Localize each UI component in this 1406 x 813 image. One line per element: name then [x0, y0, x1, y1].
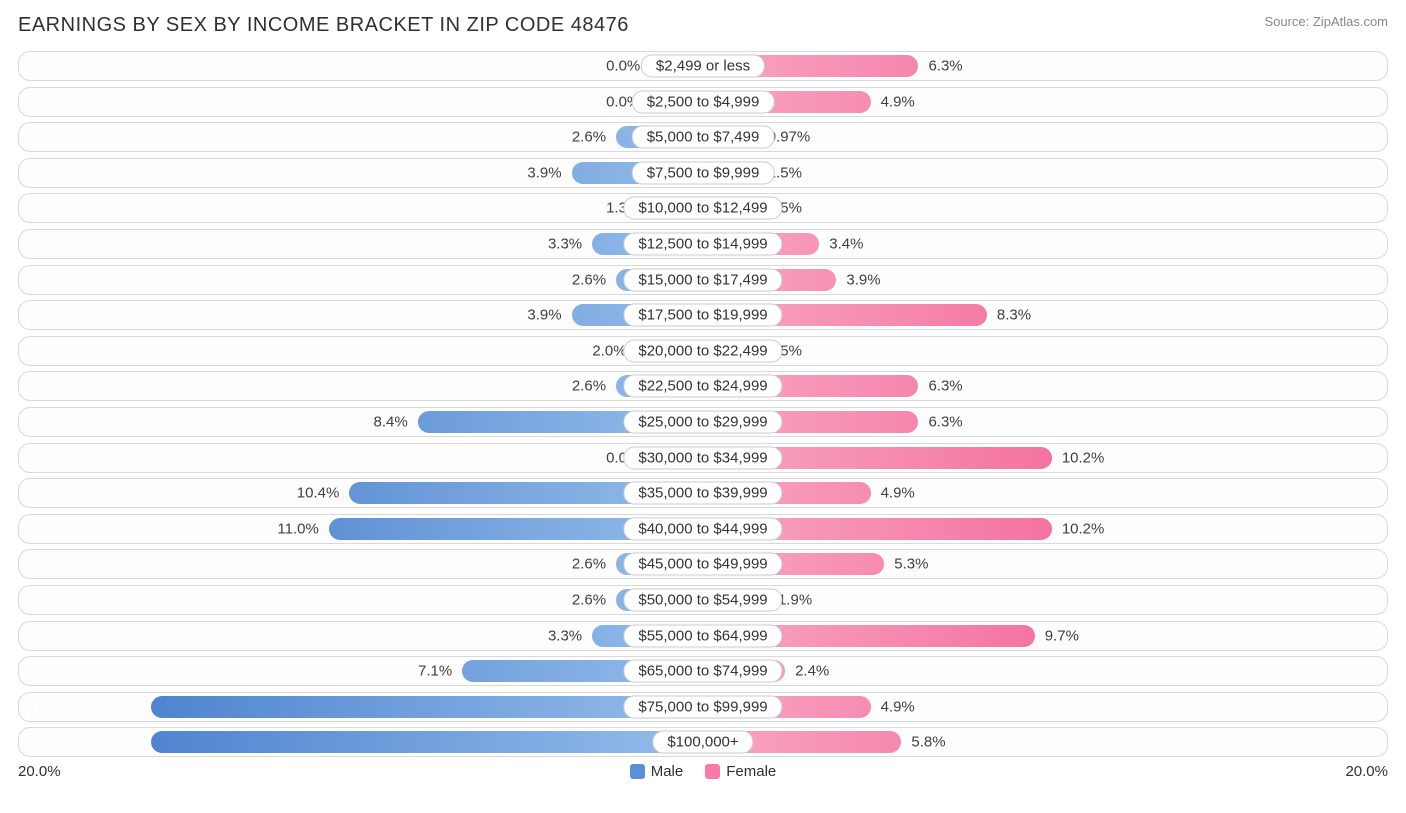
bar-row: 2.6% 6.3% $22,500 to $24,999 [18, 371, 1388, 401]
male-pct: 10.4% [297, 485, 340, 502]
bracket-label: $17,500 to $19,999 [623, 304, 782, 327]
female-pct: 10.2% [1062, 520, 1105, 537]
axis-max-right: 20.0% [1345, 763, 1388, 780]
legend: Male Female [630, 763, 777, 780]
male-pct: 3.9% [527, 307, 561, 324]
female-pct: 2.4% [795, 663, 829, 680]
bar-row: 0.0%4.9%$2,500 to $4,999 [18, 87, 1388, 117]
bar-row: 10.4% 4.9% $35,000 to $39,999 [18, 478, 1388, 508]
bracket-label: $10,000 to $12,499 [623, 197, 782, 220]
male-pct: 3.3% [548, 235, 582, 252]
bracket-label: $65,000 to $74,999 [623, 660, 782, 683]
female-pct: 5.8% [911, 734, 945, 751]
male-pct: 2.6% [572, 378, 606, 395]
bar-row: 2.6% 1.9%$50,000 to $54,999 [18, 585, 1388, 615]
bar-row: 16.2% 5.8% $100,000+ [18, 727, 1388, 757]
male-pct: 7.1% [418, 663, 452, 680]
bar-row: 7.1% 2.4% $65,000 to $74,999 [18, 656, 1388, 686]
bar-row: 0.0% 6.3% $2,499 or less [18, 51, 1388, 81]
female-pct: 9.7% [1045, 627, 1079, 644]
female-pct: 3.4% [829, 235, 863, 252]
legend-swatch-male [630, 764, 645, 779]
male-pct: 16.2% [33, 698, 76, 715]
legend-item-male: Male [630, 763, 684, 780]
bar-row: 16.2% 4.9% $75,000 to $99,999 [18, 692, 1388, 722]
male-pct: 2.6% [572, 591, 606, 608]
bracket-label: $15,000 to $17,499 [623, 268, 782, 291]
bar-row: 2.6% 5.3% $45,000 to $49,999 [18, 549, 1388, 579]
female-pct: 10.2% [1062, 449, 1105, 466]
male-bar [151, 696, 705, 718]
bracket-label: $45,000 to $49,999 [623, 553, 782, 576]
legend-label-male: Male [651, 763, 684, 780]
diverging-bar-chart: 0.0% 6.3% $2,499 or less0.0% 4.9% $2,500 to … [18, 51, 1388, 757]
chart-header: EARNINGS BY SEX BY INCOME BRACKET IN ZIP… [18, 14, 1388, 37]
bracket-label: $20,000 to $22,499 [623, 339, 782, 362]
bar-row: 3.9% 8.3% $17,500 to $19,999 [18, 300, 1388, 330]
female-pct: 4.9% [881, 698, 915, 715]
legend-item-female: Female [705, 763, 776, 780]
bar-row: 1.3%1.5%$10,000 to $12,499 [18, 193, 1388, 223]
male-pct: 3.9% [527, 164, 561, 181]
female-pct: 3.9% [846, 271, 880, 288]
bracket-label: $2,500 to $4,999 [632, 90, 775, 113]
bracket-label: $30,000 to $34,999 [623, 446, 782, 469]
male-pct: 0.0% [606, 58, 640, 75]
bracket-label: $12,500 to $14,999 [623, 232, 782, 255]
male-pct: 3.3% [548, 627, 582, 644]
male-pct: 2.6% [572, 556, 606, 573]
axis-max-left: 20.0% [18, 763, 61, 780]
bar-row: 8.4% 6.3% $25,000 to $29,999 [18, 407, 1388, 437]
legend-label-female: Female [726, 763, 776, 780]
bar-row: 2.6% 3.9% $15,000 to $17,499 [18, 265, 1388, 295]
female-pct: 8.3% [997, 307, 1031, 324]
female-pct: 5.3% [894, 556, 928, 573]
chart-footer: 20.0% Male Female 20.0% [18, 763, 1388, 780]
female-pct: 1.9% [778, 591, 812, 608]
bracket-label: $100,000+ [652, 731, 753, 754]
bracket-label: $7,500 to $9,999 [632, 161, 775, 184]
bracket-label: $22,500 to $24,999 [623, 375, 782, 398]
female-pct: 6.3% [928, 378, 962, 395]
male-pct: 16.2% [33, 734, 76, 751]
male-bar [151, 731, 705, 753]
bracket-label: $50,000 to $54,999 [623, 588, 782, 611]
male-pct: 8.4% [374, 413, 408, 430]
bracket-label: $5,000 to $7,499 [632, 126, 775, 149]
male-pct: 2.0% [592, 342, 626, 359]
bracket-label: $2,499 or less [641, 55, 765, 78]
female-pct: 4.9% [881, 485, 915, 502]
female-pct: 6.3% [928, 58, 962, 75]
bar-row: 3.9%1.5%$7,500 to $9,999 [18, 158, 1388, 188]
bar-row: 2.6%0.97%$5,000 to $7,499 [18, 122, 1388, 152]
female-pct: 4.9% [881, 93, 915, 110]
bracket-label: $40,000 to $44,999 [623, 517, 782, 540]
bracket-label: $75,000 to $99,999 [623, 695, 782, 718]
chart-source: Source: ZipAtlas.com [1264, 14, 1388, 29]
female-pct: 6.3% [928, 413, 962, 430]
male-pct: 2.6% [572, 129, 606, 146]
bar-row: 0.0%10.2%$30,000 to $34,999 [18, 443, 1388, 473]
bracket-label: $25,000 to $29,999 [623, 410, 782, 433]
bar-row: 3.3% 3.4% $12,500 to $14,999 [18, 229, 1388, 259]
bracket-label: $55,000 to $64,999 [623, 624, 782, 647]
male-pct: 11.0% [277, 520, 318, 537]
bracket-label: $35,000 to $39,999 [623, 482, 782, 505]
chart-title: EARNINGS BY SEX BY INCOME BRACKET IN ZIP… [18, 14, 629, 37]
bar-row: 11.0% 10.2% $40,000 to $44,999 [18, 514, 1388, 544]
legend-swatch-female [705, 764, 720, 779]
male-pct: 2.6% [572, 271, 606, 288]
bar-row: 2.0%1.5%$20,000 to $22,499 [18, 336, 1388, 366]
bar-row: 3.3% 9.7% $55,000 to $64,999 [18, 621, 1388, 651]
